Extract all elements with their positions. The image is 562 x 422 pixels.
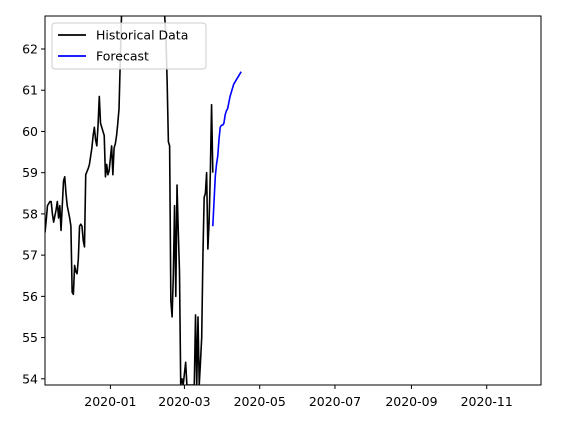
legend-label-1: Forecast: [96, 49, 149, 64]
y-axis: 54 55 56 57 58 59 60 61 62: [22, 41, 45, 386]
y-tick-label-8: 62: [22, 41, 38, 56]
x-tick-label-4: 2020-09: [385, 394, 437, 409]
y-tick-label-7: 61: [22, 83, 38, 98]
y-tick-label-3: 57: [22, 248, 38, 263]
legend-label-0: Historical Data: [96, 28, 188, 43]
legend: Historical Data Forecast: [51, 22, 207, 70]
y-tick-label-5: 59: [22, 165, 38, 180]
y-tick-label-4: 58: [22, 206, 38, 221]
series-line-0: [45, 16, 123, 296]
plot-frame: [44, 15, 542, 386]
series-line-2: [212, 71, 242, 227]
x-axis: 2020-01 2020-03 2020-05 2020-07 2020-09 2020-…: [84, 385, 513, 409]
x-tick-label-2: 2020-05: [234, 394, 286, 409]
y-tick-label-6: 60: [22, 124, 38, 139]
y-tick-label-1: 55: [22, 330, 38, 345]
x-tick-label-1: 2020-03: [158, 394, 210, 409]
y-tick-label-0: 54: [22, 371, 38, 386]
y-tick-label-2: 56: [22, 289, 38, 304]
x-tick-label-3: 2020-07: [309, 394, 361, 409]
legend-box: [51, 22, 207, 70]
series-layer: [45, 16, 242, 385]
x-tick-label-0: 2020-01: [84, 394, 136, 409]
series-line-1: [163, 16, 214, 385]
x-tick-label-5: 2020-11: [461, 394, 513, 409]
